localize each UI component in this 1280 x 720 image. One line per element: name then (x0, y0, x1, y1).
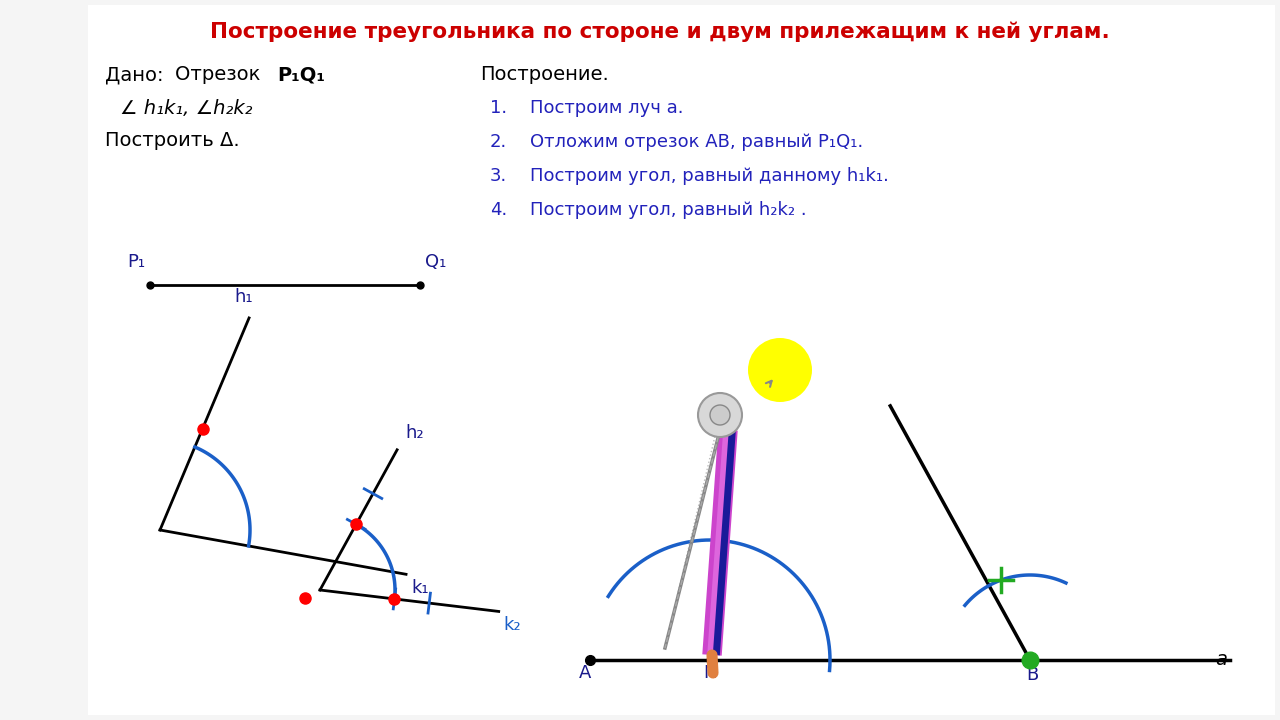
Text: Отрезок: Отрезок (175, 66, 266, 84)
Text: B: B (1025, 666, 1038, 684)
Text: Построим угол, равный h₂k₂ .: Построим угол, равный h₂k₂ . (530, 201, 806, 219)
Circle shape (748, 338, 812, 402)
Text: Q₁: Q₁ (425, 253, 447, 271)
Text: a: a (1215, 650, 1228, 669)
Text: Построение.: Построение. (480, 66, 609, 84)
Text: Построим луч a.: Построим луч a. (530, 99, 684, 117)
Text: k₂: k₂ (504, 616, 521, 634)
Text: k₁: k₁ (411, 580, 429, 598)
Text: ∠ h₁k₁, ∠h₂k₂: ∠ h₁k₁, ∠h₂k₂ (120, 99, 252, 117)
Circle shape (698, 393, 742, 437)
Text: Построение треугольника по стороне и двум прилежащим к ней углам.: Построение треугольника по стороне и дву… (210, 22, 1110, 42)
Text: P₁: P₁ (127, 253, 145, 271)
Text: Построить Δ.: Построить Δ. (105, 130, 239, 150)
Text: 2.: 2. (490, 133, 507, 151)
Text: Отложим отрезок AB, равный P₁Q₁.: Отложим отрезок AB, равный P₁Q₁. (530, 133, 863, 151)
Circle shape (710, 405, 730, 425)
Text: 3.: 3. (490, 167, 507, 185)
Text: N: N (703, 664, 717, 682)
Text: P₁Q₁: P₁Q₁ (276, 66, 325, 84)
Text: 4.: 4. (490, 201, 507, 219)
Text: h₁: h₁ (234, 288, 253, 306)
Text: Построим угол, равный данному h₁k₁.: Построим угол, равный данному h₁k₁. (530, 167, 888, 185)
Text: Дано:: Дано: (105, 66, 164, 84)
Text: h₂: h₂ (404, 424, 424, 442)
Text: 1.: 1. (490, 99, 507, 117)
Text: A: A (579, 664, 591, 682)
